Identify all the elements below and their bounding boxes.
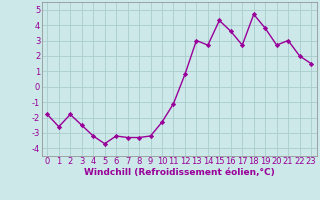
X-axis label: Windchill (Refroidissement éolien,°C): Windchill (Refroidissement éolien,°C): [84, 168, 275, 177]
